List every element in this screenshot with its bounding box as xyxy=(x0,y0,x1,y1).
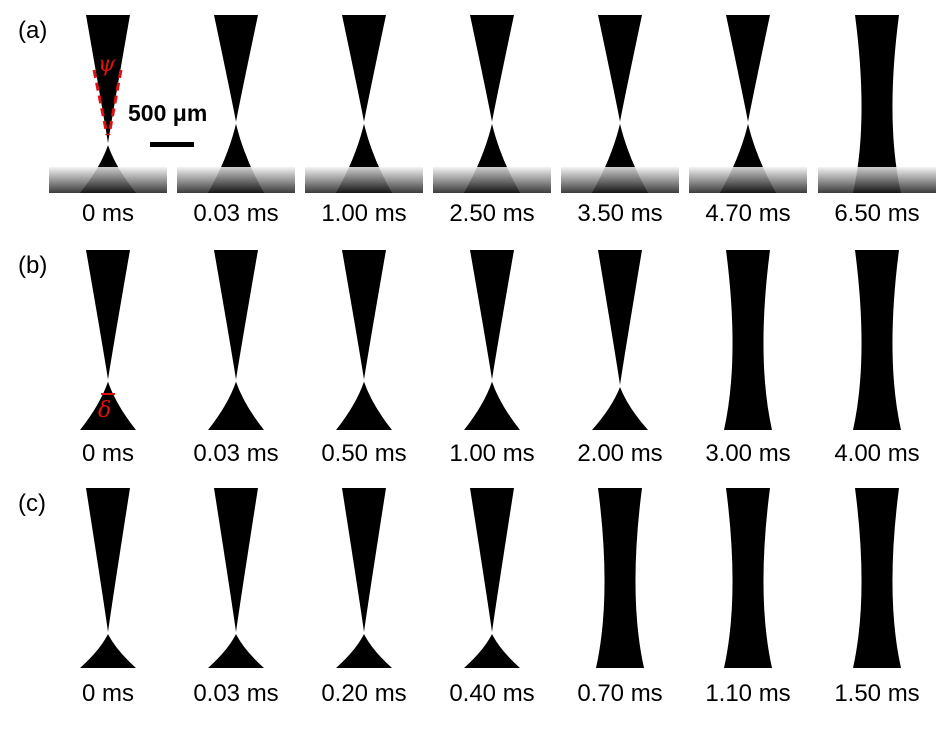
time-label: 1.10 ms xyxy=(705,680,791,707)
frame-image xyxy=(818,250,936,430)
time-label: 2.00 ms xyxy=(577,440,663,467)
time-label: 0 ms xyxy=(81,200,134,227)
time-label: 0.03 ms xyxy=(193,200,279,227)
scale-bar xyxy=(150,142,194,147)
frame-image xyxy=(689,250,807,430)
time-label: 0.20 ms xyxy=(321,680,407,707)
frame-image xyxy=(49,488,167,668)
time-label: 1.00 ms xyxy=(449,440,535,467)
panel-label: (a) xyxy=(18,17,48,44)
time-label: 0.50 ms xyxy=(321,440,407,467)
frame-image xyxy=(561,488,679,668)
frame-image xyxy=(49,15,167,193)
frame-image xyxy=(561,250,679,430)
time-label: 1.00 ms xyxy=(321,200,407,227)
time-label: 0.70 ms xyxy=(577,680,663,707)
time-label: 3.00 ms xyxy=(705,440,791,467)
frame-image xyxy=(305,488,423,668)
frame-image xyxy=(177,488,295,668)
frame-image xyxy=(433,15,551,193)
frame-image xyxy=(433,488,551,668)
frame-image xyxy=(177,250,295,430)
frame-image xyxy=(305,250,423,430)
time-label: 2.50 ms xyxy=(449,200,535,227)
time-label: 1.50 ms xyxy=(834,680,920,707)
frame-image xyxy=(433,250,551,430)
frame-image xyxy=(818,15,936,193)
psi-annotation: ψ xyxy=(98,52,116,77)
frame-image xyxy=(561,15,679,193)
panel-label: (b) xyxy=(18,252,48,279)
frame-image xyxy=(818,488,936,668)
time-label: 0.03 ms xyxy=(193,440,279,467)
panel-label: (c) xyxy=(18,490,46,517)
time-label: 0.40 ms xyxy=(449,680,535,707)
time-label: 3.50 ms xyxy=(577,200,663,227)
time-label: 4.70 ms xyxy=(705,200,791,227)
frame-image xyxy=(689,488,807,668)
time-label: 0.03 ms xyxy=(193,680,279,707)
frame-image xyxy=(177,15,295,193)
time-label: 0 ms xyxy=(81,440,134,467)
time-label: 4.00 ms xyxy=(834,440,920,467)
scale-bar-label: 500 μm xyxy=(128,100,208,126)
delta-annotation: δ xyxy=(98,398,112,423)
frame-image xyxy=(49,250,167,430)
frame-image xyxy=(689,15,807,193)
time-label: 0 ms xyxy=(81,680,134,707)
frame-image xyxy=(305,15,423,193)
time-label: 6.50 ms xyxy=(834,200,920,227)
